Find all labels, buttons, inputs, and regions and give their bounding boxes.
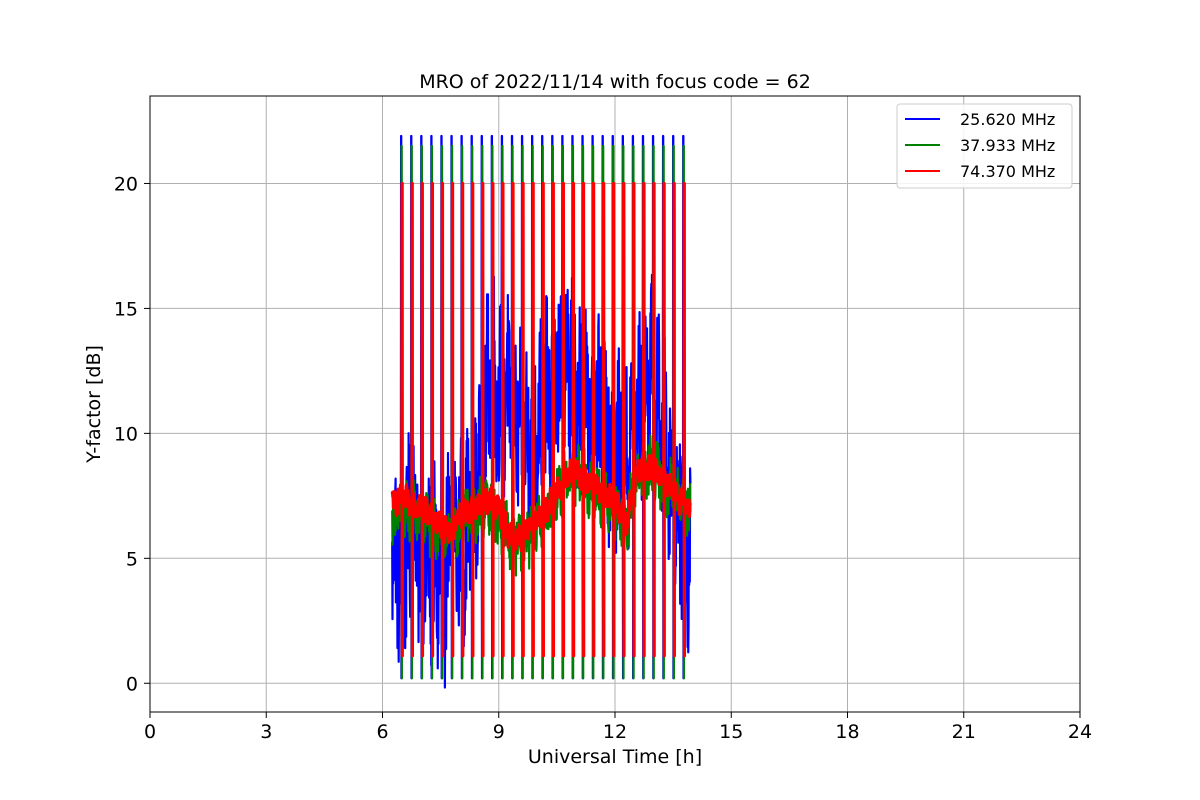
x-tick-label: 6 bbox=[376, 721, 388, 743]
legend-label: 37.933 MHz bbox=[960, 136, 1055, 155]
tick-layer: 0 3 6 9 12 15 18 21 24 0 5 10 15 20 bbox=[114, 173, 1092, 743]
x-axis-label: Universal Time [h] bbox=[528, 746, 702, 768]
y-axis-label: Y-factor [dB] bbox=[83, 345, 105, 464]
series-line bbox=[390, 181, 692, 658]
x-tick-label: 3 bbox=[260, 721, 272, 743]
y-tick-label: 20 bbox=[114, 173, 138, 195]
x-tick-label: 9 bbox=[493, 721, 505, 743]
y-tick-label: 15 bbox=[114, 298, 138, 320]
x-tick-label: 0 bbox=[144, 721, 156, 743]
y-tick-label: 5 bbox=[126, 548, 138, 570]
y-tick-label: 0 bbox=[126, 673, 138, 695]
legend-label: 74.370 MHz bbox=[960, 162, 1055, 181]
x-tick-label: 24 bbox=[1068, 721, 1092, 743]
x-tick-label: 15 bbox=[719, 721, 743, 743]
x-tick-label: 21 bbox=[952, 721, 976, 743]
x-tick-label: 12 bbox=[603, 721, 627, 743]
y-tick-label: 10 bbox=[114, 423, 138, 445]
legend: 25.620 MHz 37.933 MHz 74.370 MHz bbox=[896, 103, 1073, 189]
data-layer bbox=[390, 134, 692, 689]
chart-title: MRO of 2022/11/14 with focus code = 62 bbox=[419, 71, 811, 93]
legend-box bbox=[896, 103, 1073, 189]
legend-label: 25.620 MHz bbox=[960, 110, 1055, 129]
x-tick-label: 18 bbox=[835, 721, 859, 743]
